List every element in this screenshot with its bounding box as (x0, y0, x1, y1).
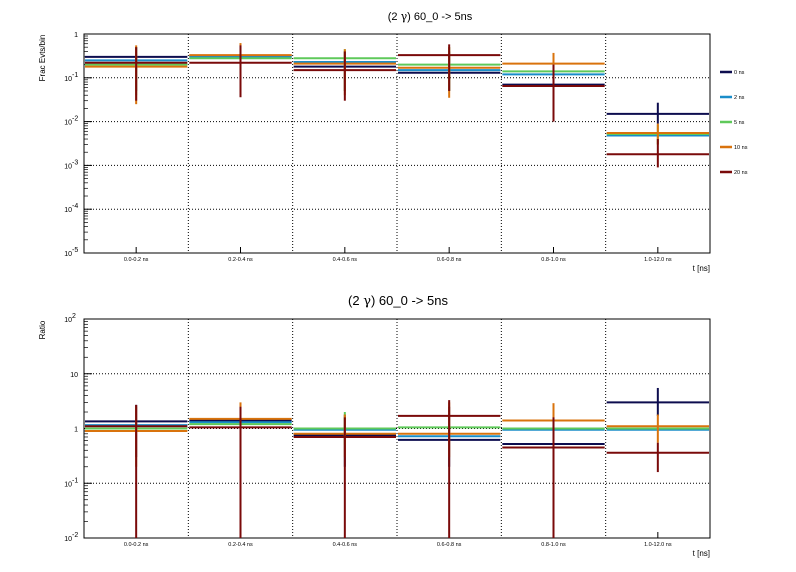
bottom-ytick-label: 10 (64, 481, 72, 488)
top-category-label: 0.4-0.6 ns (333, 257, 358, 263)
top-ytick-label: 10 (64, 120, 72, 127)
top-chart-title: (2 γ) 60_0 -> 5ns (388, 10, 473, 23)
bottom-category-label: 0.2-0.4 ns (228, 542, 253, 548)
bottom-chart: (2 γ) 60_0 -> 5ns Ratio t [ns] 10210110-… (38, 293, 711, 558)
bottom-ytick-label: 1 (74, 427, 78, 434)
legend: 0 ns 2 ns 5 ns 10 ns 20 ns (720, 70, 748, 176)
top-ytick-label: 10 (64, 251, 72, 258)
bottom-ytick-label: 10 (64, 317, 72, 324)
bottom-ytick-label: 10 (70, 372, 78, 379)
top-ytick-exponent: -3 (72, 159, 78, 166)
top-ytick-label: 1 (74, 32, 78, 39)
bottom-chart-ylabel: Ratio (38, 320, 47, 339)
bottom-chart-title: (2 γ) 60_0 -> 5ns (348, 293, 448, 309)
bottom-category-label: 0.0-0.2 ns (124, 542, 149, 548)
top-ytick-exponent: -5 (72, 247, 78, 254)
bottom-category-label: 0.4-0.6 ns (333, 542, 358, 548)
top-category-label: 1.0-12.0 ns (644, 257, 672, 263)
top-category-label: 0.0-0.2 ns (124, 257, 149, 263)
top-chart: (2 γ) 60_0 -> 5ns Frac Evts/bin t [ns] 1… (38, 10, 711, 273)
top-ytick-exponent: -1 (72, 72, 78, 79)
bottom-ytick-exponent: -1 (72, 477, 78, 484)
top-category-label: 0.6-0.8 ns (437, 257, 462, 263)
bottom-ytick-label: 10 (64, 536, 72, 543)
bottom-category-label: 0.8-1.0 ns (541, 542, 566, 548)
top-ytick-label: 10 (64, 76, 72, 83)
legend-label-5ns: 5 ns (734, 120, 745, 126)
legend-label-2ns: 2 ns (734, 95, 745, 101)
top-chart-xlabel: t [ns] (693, 264, 710, 273)
top-ytick-exponent: -4 (72, 203, 78, 210)
legend-label-10ns: 10 ns (734, 145, 748, 151)
top-category-label: 0.2-0.4 ns (228, 257, 253, 263)
top-category-label: 0.8-1.0 ns (541, 257, 566, 263)
legend-label-20ns: 20 ns (734, 170, 748, 176)
legend-label-0ns: 0 ns (734, 70, 745, 76)
bottom-chart-xlabel: t [ns] (693, 549, 710, 558)
bottom-category-label: 1.0-12.0 ns (644, 542, 672, 548)
top-ytick-label: 10 (64, 207, 72, 214)
top-ytick-label: 10 (64, 163, 72, 170)
bottom-ytick-exponent: -2 (72, 532, 78, 539)
bottom-category-label: 0.6-0.8 ns (437, 542, 462, 548)
top-ytick-exponent: -2 (72, 116, 78, 123)
top-chart-ylabel: Frac Evts/bin (38, 35, 47, 82)
bottom-ytick-exponent: 2 (72, 313, 76, 320)
